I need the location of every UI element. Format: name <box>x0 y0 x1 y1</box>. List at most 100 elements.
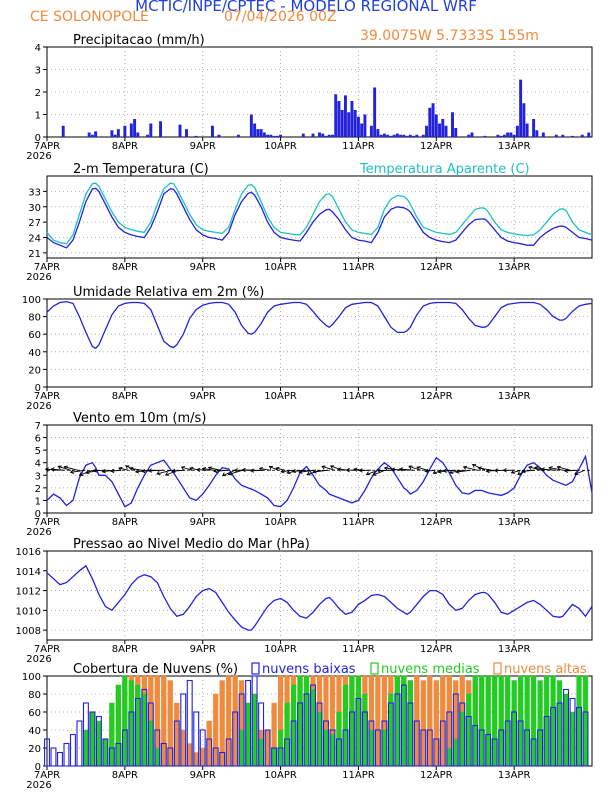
wind-arrow-head <box>249 468 255 473</box>
cloud-bar-green <box>524 675 530 767</box>
wind-arrow-head <box>268 466 274 470</box>
x-tick-label: 13APR <box>498 770 531 781</box>
cloud-bar-green <box>96 720 102 767</box>
x-tick-label: 10APR <box>264 517 297 528</box>
apparent-temp-legend: Temperatura Aparente (C) <box>359 162 530 177</box>
y-tick-label: 27 <box>28 218 41 229</box>
cloud-bar-green <box>271 747 277 767</box>
y-tick-label: 100 <box>22 295 41 306</box>
cloud-bar-blue <box>465 715 472 767</box>
precip-bar <box>334 94 338 137</box>
x-tick-label: 11APR <box>342 644 375 655</box>
x-tick-label: 13APR <box>498 391 531 402</box>
legend-entry: nuvens altas <box>504 662 587 677</box>
x-tick-label: 10APR <box>264 391 297 402</box>
wind-arrow-head <box>241 467 246 473</box>
x-tick-label: 12APR <box>420 262 453 273</box>
wind-arrow-head <box>345 467 350 473</box>
cloud-bar-green <box>342 684 349 767</box>
x-tick-label: 11APR <box>342 391 375 402</box>
precip-bar <box>311 133 315 137</box>
cloud-bar-blue <box>472 724 479 767</box>
precip-bar <box>532 119 536 137</box>
precip-bar <box>185 129 188 137</box>
cloud-bar-orange <box>167 680 173 767</box>
y-tick-label: 1 <box>35 111 41 122</box>
cloud-bar-green <box>122 675 128 767</box>
wind-arrow <box>557 466 571 471</box>
cloud-bar-blue <box>102 738 109 767</box>
precip-bar <box>421 134 425 137</box>
x-tick-label: 10APR <box>264 770 297 781</box>
wind-arrow-head <box>372 471 377 476</box>
cloud-bar-green <box>537 680 543 767</box>
cloud-bar-green <box>251 693 258 767</box>
wind-arrow-head <box>92 468 97 473</box>
cloud-bar-blue <box>498 729 505 767</box>
precip-bar <box>580 134 584 137</box>
wind-arrow <box>148 469 164 472</box>
cloud-bar-blue <box>329 729 336 767</box>
cloud-bar-green <box>543 675 550 767</box>
cloud-bar-green <box>459 711 465 767</box>
precip-bar <box>324 135 328 137</box>
wind-arrow-head <box>471 464 477 468</box>
precip-bar <box>408 134 412 137</box>
panel-title: 2-m Temperatura (C) <box>73 162 209 177</box>
wind-arrow-head <box>416 466 421 471</box>
y-tick-label: 2 <box>35 484 41 495</box>
precip-bar <box>279 134 283 137</box>
cloud-bar-blue <box>128 711 135 767</box>
precip-bar <box>159 121 163 137</box>
cloud-bar-blue <box>563 688 570 767</box>
wind-arrow <box>574 469 586 475</box>
x-tick-label: 7APR <box>34 262 60 273</box>
cloud-bar-green <box>394 675 400 767</box>
cloud-bar-blue <box>426 729 433 767</box>
cloud-bar-blue <box>537 729 544 767</box>
x-tick-label: 10APR <box>264 141 297 152</box>
y-tick-label: 1014 <box>16 567 41 578</box>
cloud-bar-blue <box>387 702 394 767</box>
cloud-bar-blue <box>407 702 414 767</box>
cloud-bar-green <box>141 693 147 767</box>
precip-bar <box>253 123 257 137</box>
precip-bar <box>525 123 529 137</box>
precip-bar <box>454 128 458 137</box>
cloud-bar-blue <box>232 711 239 767</box>
precip-bar <box>502 134 506 137</box>
cloud-bar-green <box>148 720 154 767</box>
wind-arrow <box>222 469 236 477</box>
location-label: CE SOLONOPOLE <box>30 9 149 25</box>
precip-bar <box>249 114 253 137</box>
cloud-bar-blue <box>491 738 498 767</box>
cloud-bar-blue <box>459 702 466 767</box>
series-line-blue <box>46 187 593 249</box>
x-year-label: 2026 <box>26 401 51 412</box>
precip-bar <box>402 134 406 137</box>
precip-bar <box>331 134 334 137</box>
cloud-bar-green <box>310 689 316 767</box>
wind-arrow-head <box>78 472 84 476</box>
cloud-bar-green <box>401 675 407 767</box>
precip-bar <box>116 129 120 137</box>
wind-arrow <box>564 469 578 472</box>
precip-bar <box>262 132 266 137</box>
cloud-bar-blue <box>160 742 167 767</box>
cloud-bar-green <box>530 675 537 767</box>
precip-bar <box>350 101 354 137</box>
cloud-bar-blue <box>63 742 70 767</box>
wind-arrow <box>549 467 564 471</box>
series-line-blue <box>46 454 593 508</box>
y-tick-label: 1010 <box>16 606 41 617</box>
cloud-bar-blue <box>219 751 226 767</box>
wind-arrow-head <box>548 466 553 471</box>
precip-bar <box>266 134 270 137</box>
cloud-bar-blue <box>420 729 427 767</box>
y-tick-label: 0 <box>35 509 41 520</box>
cloud-bar-green <box>466 693 472 767</box>
cloud-bar-blue <box>245 679 252 767</box>
wind-arrow <box>399 468 414 471</box>
y-tick-label: 1016 <box>16 547 41 558</box>
